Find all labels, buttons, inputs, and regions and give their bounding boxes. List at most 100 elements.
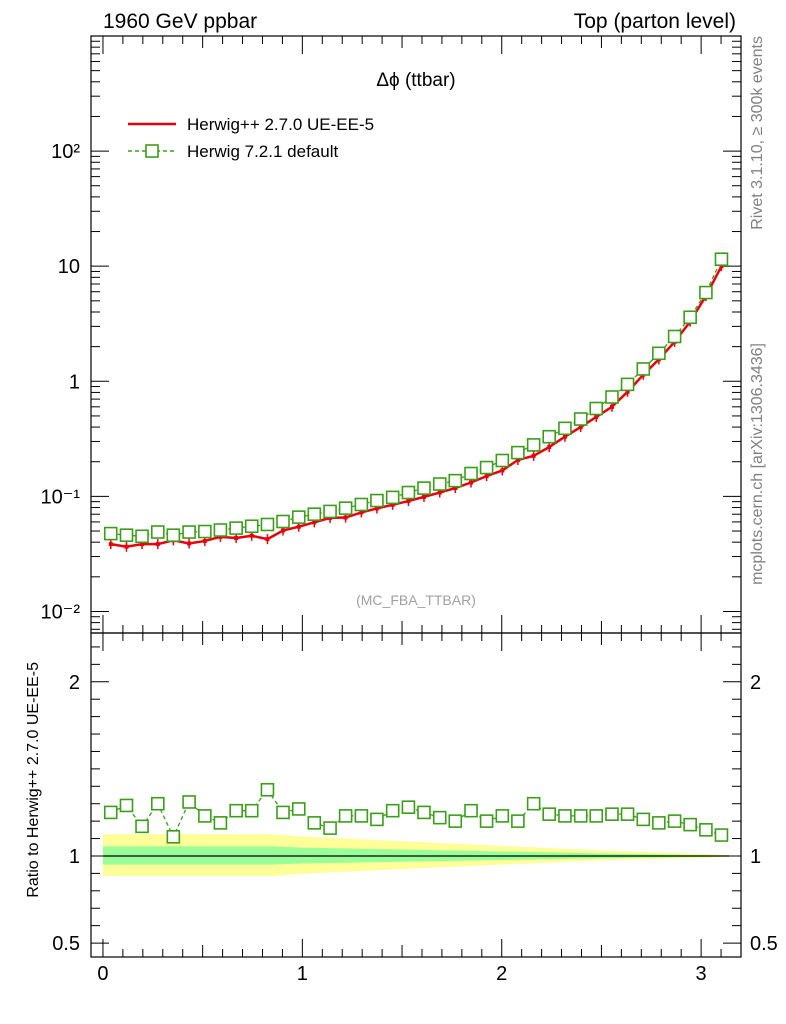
herwig7-point — [370, 493, 384, 508]
ratio-point — [244, 803, 259, 818]
ratio-frame — [90, 632, 742, 958]
ratio-point — [229, 803, 243, 818]
herwig7-point — [182, 525, 196, 539]
ratio-point — [542, 807, 556, 821]
herwigpp-point — [218, 534, 223, 539]
main-series — [103, 252, 729, 552]
herwig7-point — [276, 514, 290, 529]
ratio-point — [323, 821, 337, 835]
ratio-point — [479, 814, 494, 828]
herwigpp-point — [108, 542, 113, 547]
ratio-point — [714, 828, 729, 842]
herwig7-point — [620, 377, 635, 392]
ratio-point — [182, 795, 196, 809]
herwigpp-point — [124, 544, 129, 549]
ratio-axis: 0.5 0.5 1 1 2 2 0 1 2 3 — [52, 633, 778, 985]
ratio-point — [213, 816, 228, 830]
herwigpp-point — [562, 434, 567, 439]
ratio-point — [620, 807, 635, 821]
ratio-y-tick-label-left: 0.5 — [52, 933, 80, 955]
herwig7-point — [714, 252, 729, 267]
herwig7-point — [542, 429, 556, 444]
ratio-point — [401, 800, 416, 814]
herwig7-point — [401, 485, 416, 500]
ratio-panel: 0.5 0.5 1 1 2 2 0 1 2 3 Ratio to Herwig++ 2.7.0 U… — [25, 632, 778, 985]
herwig7-point — [260, 517, 275, 532]
ratio-point — [432, 810, 447, 825]
herwigpp-point — [140, 542, 145, 547]
ratio-point — [354, 809, 369, 823]
herwigpp-point — [312, 520, 317, 525]
herwig7-point — [229, 521, 243, 535]
x-tick-label: 1 — [297, 963, 308, 985]
herwig7-point — [291, 510, 306, 524]
herwigpp-line — [110, 265, 723, 549]
herwigpp-point — [155, 542, 160, 547]
ratio-point — [511, 814, 525, 828]
herwig7-point — [432, 477, 447, 491]
herwigpp-point — [296, 524, 301, 529]
ratio-point — [150, 796, 165, 811]
herwig7-point — [605, 390, 619, 404]
ratio-y-tick-label-right: 1 — [750, 846, 761, 868]
herwig7-point — [417, 481, 431, 495]
herwigpp-point — [594, 414, 599, 419]
main-panel: 10⁻² 10⁻¹ 1 10 10² Δϕ (ttbar) (MC_FBA_TTBAR)… — [41, 35, 742, 634]
ratio-point — [338, 809, 353, 823]
herwigpp-point — [719, 264, 724, 269]
ratio-line — [110, 788, 722, 839]
herwigpp-point — [500, 468, 505, 473]
y-tick-label: 10⁻² — [41, 601, 81, 623]
herwig7-point — [667, 329, 682, 344]
herwigpp-point — [484, 474, 489, 479]
herwigpp-point — [421, 494, 426, 499]
herwigpp-point — [374, 506, 379, 511]
ratio-point — [667, 814, 682, 828]
herwig7-point — [103, 526, 118, 541]
ratio-point — [464, 803, 478, 818]
ratio-point — [276, 805, 290, 820]
header-left: 1960 GeV ppbar — [103, 10, 257, 33]
x-tick-label: 3 — [696, 963, 707, 985]
y-tick-label: 1 — [69, 371, 80, 393]
herwig7-point — [338, 501, 353, 515]
main-title: Δϕ (ttbar) — [376, 70, 455, 91]
herwig7-point — [558, 421, 572, 436]
herwigpp-point — [234, 535, 239, 540]
ratio-point — [526, 796, 541, 811]
herwig7-point — [479, 460, 494, 475]
herwig7-point — [244, 519, 259, 534]
rivet-label: Rivet 3.1.10, ≥ 300k events — [749, 36, 766, 230]
ratio-bands — [102, 834, 730, 876]
legend-red-label: Herwig++ 2.7.0 UE-EE-5 — [187, 115, 374, 134]
ratio-point — [119, 798, 134, 813]
watermark: (MC_FBA_TTBAR) — [356, 592, 476, 608]
herwig7-point — [166, 528, 181, 542]
herwig7-point — [464, 466, 478, 481]
herwigpp-point — [547, 445, 552, 450]
herwig7-point — [636, 362, 651, 376]
herwigpp-point — [187, 541, 192, 546]
herwigpp-point — [578, 425, 583, 430]
legend-green-label: Herwig 7.2.1 default — [187, 142, 338, 161]
ratio-point — [135, 819, 149, 834]
herwig7-point — [526, 438, 541, 452]
ratio-y-tick-label-right: 0.5 — [750, 933, 778, 955]
herwigpp-point — [281, 528, 286, 533]
herwig7-point — [198, 524, 212, 539]
herwig7-point — [652, 346, 666, 361]
ratio-point — [636, 812, 651, 827]
ratio-point — [683, 817, 697, 832]
herwigpp-point — [625, 389, 630, 394]
herwig7-point — [354, 497, 369, 512]
herwigpp-point — [609, 404, 614, 409]
herwigpp-point — [437, 490, 442, 495]
ratio-point — [260, 782, 275, 797]
y-tick-label: 10⁻¹ — [41, 486, 81, 508]
ratio-point — [307, 816, 322, 830]
ratio-point — [385, 803, 400, 818]
herwig7-point — [119, 528, 134, 542]
herwigpp-point — [453, 486, 458, 491]
ratio-y-tick-label-right: 2 — [750, 672, 761, 694]
